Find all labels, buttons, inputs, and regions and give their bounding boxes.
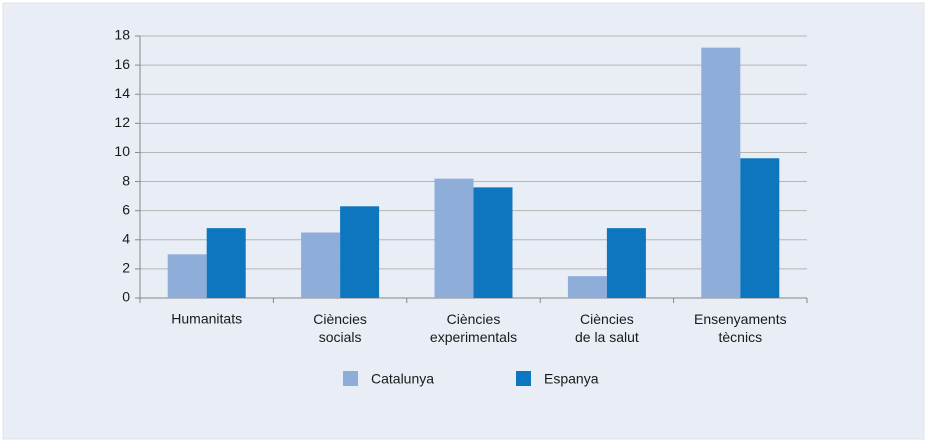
y-tick-label: 2 xyxy=(122,260,130,276)
bar xyxy=(340,206,380,298)
y-tick-label: 6 xyxy=(122,201,130,217)
x-tick-label: Ensenyaments tècnics xyxy=(694,311,787,345)
legend-swatch xyxy=(343,371,358,386)
legend-label: Espanya xyxy=(544,371,599,387)
y-tick-label: 8 xyxy=(122,172,130,188)
y-tick-label: 10 xyxy=(114,143,130,159)
bar xyxy=(473,187,513,298)
bar xyxy=(606,228,646,298)
bar xyxy=(567,276,607,298)
y-tick-label: 14 xyxy=(114,85,130,101)
legend-label: Catalunya xyxy=(371,371,434,387)
y-tick-label: 16 xyxy=(114,56,130,72)
x-tick-label: Ciències experimentals xyxy=(430,311,517,345)
y-tick-label: 12 xyxy=(114,114,130,130)
x-tick-label: Ciències de la salut xyxy=(575,311,639,345)
x-tick-label: Humanitats xyxy=(171,311,242,327)
legend-swatch xyxy=(516,371,531,386)
y-tick-label: 18 xyxy=(114,27,130,43)
bar xyxy=(167,254,207,298)
x-tick-label: Ciències socials xyxy=(313,311,367,345)
bar xyxy=(434,178,474,298)
bar xyxy=(206,228,246,298)
bar xyxy=(701,47,741,299)
bar xyxy=(740,158,780,298)
y-tick-label: 4 xyxy=(122,230,130,246)
y-tick-label: 0 xyxy=(122,289,130,305)
bar xyxy=(301,232,341,298)
